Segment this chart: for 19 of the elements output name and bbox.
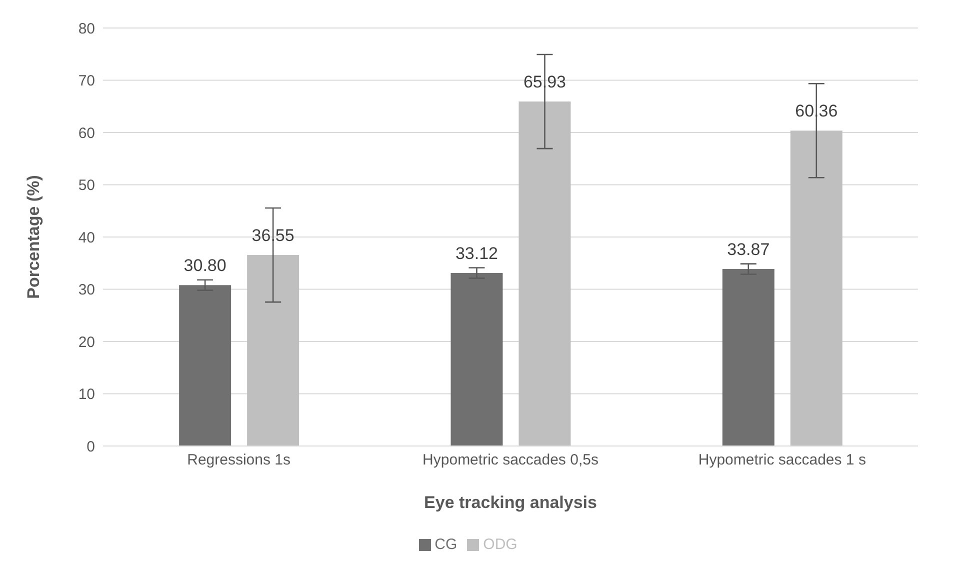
x-tick-label: Hypometric saccades 0,5s [422,452,598,469]
legend-label: ODG [483,536,518,553]
y-tick-label: 70 [78,72,95,90]
y-tick-label: 50 [78,177,95,194]
y-tick-label: 60 [78,124,95,142]
y-tick-label: 20 [78,334,95,351]
y-tick-label: 10 [78,386,95,404]
legend-label: CG [434,536,458,553]
y-axis-title: Porcentage (%) [24,175,44,299]
y-tick-label: 80 [78,20,95,38]
y-tick-label: 0 [86,438,95,456]
data-label: 33.12 [455,244,498,263]
y-tick-label: 30 [78,282,95,299]
x-tick-label: Regressions 1s [187,452,291,469]
data-label: 30.80 [184,256,226,276]
data-label: 33.87 [727,240,770,260]
y-tick-label: 40 [78,229,95,246]
x-axis-title: Eye tracking analysis [424,493,597,512]
x-tick-label: Hypometric saccades 1 s [698,452,866,469]
